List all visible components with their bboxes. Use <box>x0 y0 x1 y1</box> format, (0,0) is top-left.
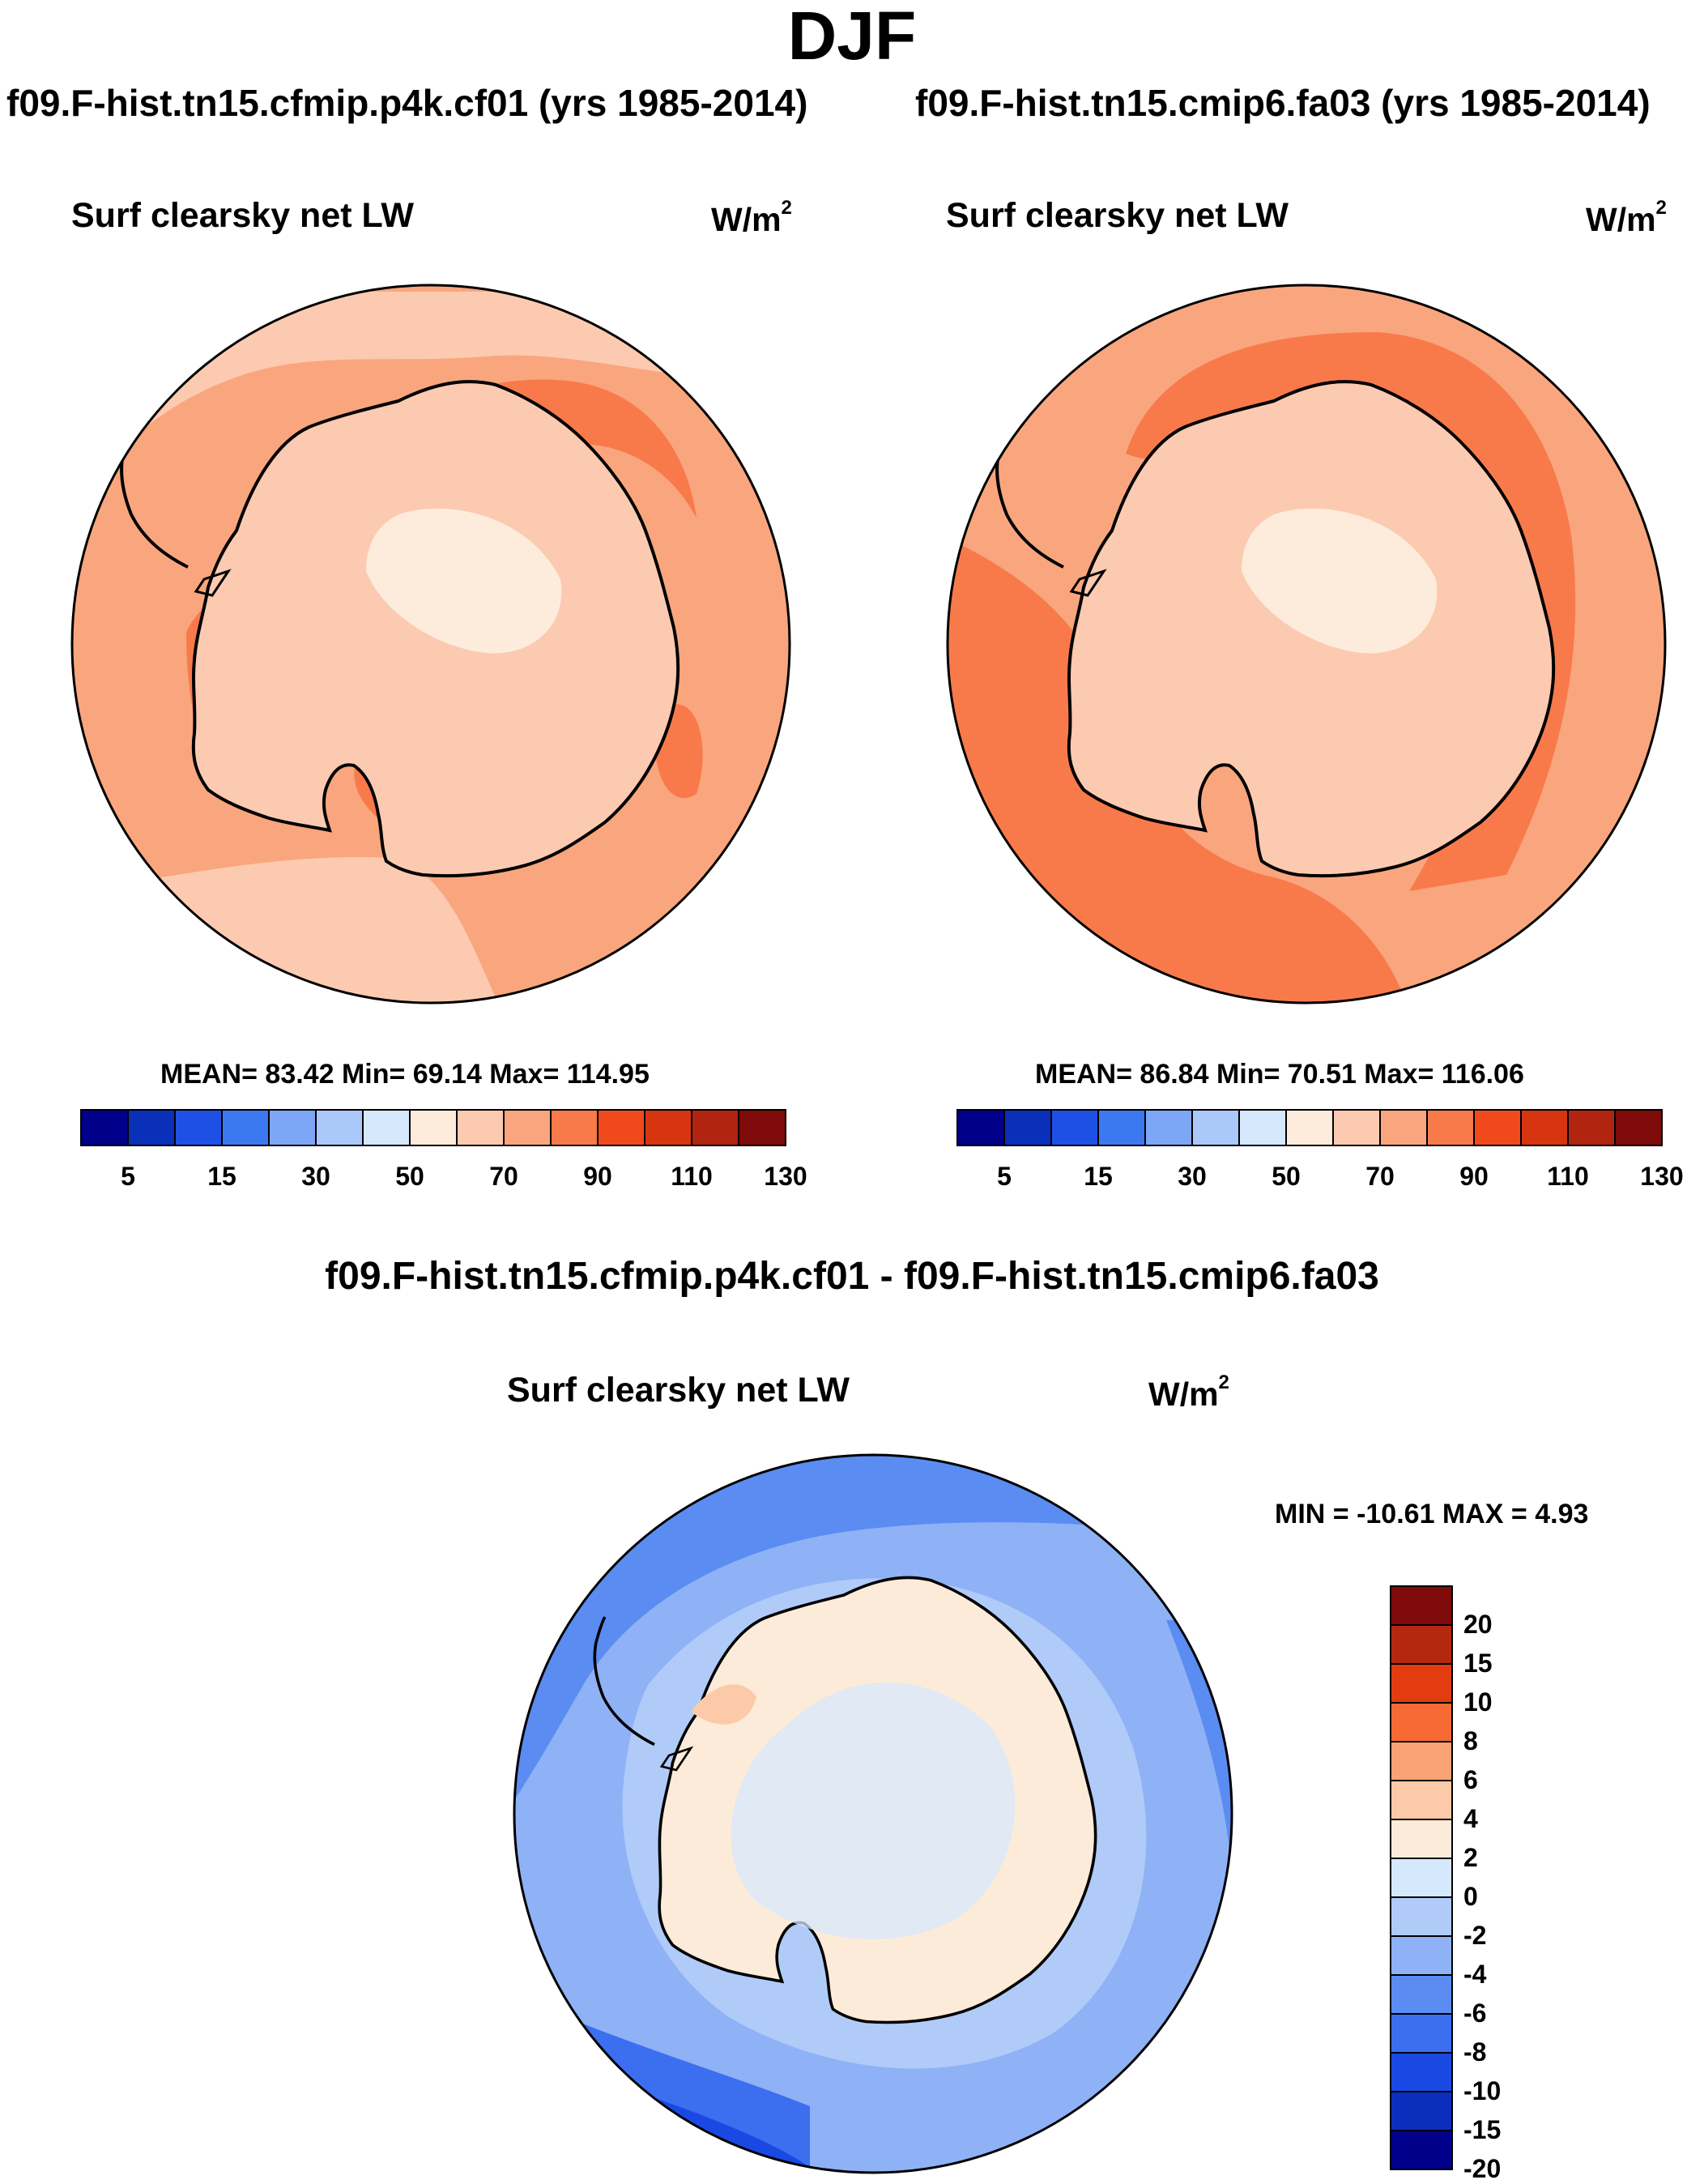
right-panel-units: W/m2 <box>1586 197 1667 238</box>
right-colorbar-swatch <box>1097 1109 1146 1146</box>
difference-title: f09.F-hist.tn15.cfmip.p4k.cf01 - f09.F-h… <box>325 1255 1379 1298</box>
difference-colorbar-label: 6 <box>1463 1765 1478 1794</box>
left-colorbar-label: 30 <box>301 1162 330 1191</box>
left-colorbar-swatch <box>550 1109 599 1146</box>
difference-colorbar-swatch <box>1390 1858 1453 1898</box>
difference-colorbar-swatch <box>1390 1935 1453 1976</box>
right-colorbar-swatch <box>956 1109 1005 1146</box>
difference-colorbar-label: 8 <box>1463 1726 1478 1755</box>
right-colorbar-swatch <box>1614 1109 1663 1146</box>
left-colorbar-swatch <box>691 1109 739 1146</box>
difference-colorbar-swatch <box>1390 1974 1453 2015</box>
difference-colorbar-swatch <box>1390 1585 1453 1626</box>
left-colorbar-swatch <box>221 1109 270 1146</box>
right-colorbar-swatch <box>1520 1109 1569 1146</box>
left-panel-case-title: f09.F-hist.tn15.cfmip.p4k.cf01 (yrs 1985… <box>6 82 808 124</box>
left-colorbar-swatch <box>315 1109 364 1146</box>
difference-colorbar-swatch <box>1390 1780 1453 1820</box>
left-colorbar-label: 130 <box>764 1162 807 1191</box>
difference-colorbar-swatch <box>1390 1896 1453 1937</box>
figure-title: DJF <box>787 0 917 74</box>
difference-units: W/m2 <box>1148 1371 1229 1413</box>
difference-colorbar-label: 10 <box>1463 1687 1493 1717</box>
difference-colorbar-label: -10 <box>1463 2076 1502 2105</box>
difference-colorbar-label: -8 <box>1463 2037 1487 2067</box>
left-colorbar-swatch <box>409 1109 458 1146</box>
difference-colorbar-label: -20 <box>1463 2154 1502 2183</box>
right-colorbar <box>956 1109 1663 1146</box>
right-colorbar-swatch <box>1238 1109 1287 1146</box>
left-colorbar-swatch <box>127 1109 176 1146</box>
right-colorbar-label: 30 <box>1178 1162 1207 1191</box>
right-colorbar-label: 90 <box>1459 1162 1489 1191</box>
right-colorbar-label: 15 <box>1084 1162 1113 1191</box>
left-colorbar-label: 15 <box>207 1162 236 1191</box>
right-colorbar-swatch <box>1144 1109 1193 1146</box>
difference-colorbar-label: 4 <box>1463 1804 1478 1833</box>
difference-colorbar-swatch <box>1390 2052 1453 2092</box>
right-colorbar-label: 110 <box>1547 1162 1589 1191</box>
difference-stats: MIN = -10.61 MAX = 4.93 <box>1275 1499 1589 1529</box>
left-colorbar-swatch <box>80 1109 129 1146</box>
difference-polar-map <box>513 1453 1233 2174</box>
difference-colorbar-label: 2 <box>1463 1843 1478 1872</box>
left-colorbar-swatch <box>738 1109 786 1146</box>
left-panel-variable: Surf clearsky net LW <box>71 196 414 235</box>
left-panel-stats: MEAN= 83.42 Min= 69.14 Max= 114.95 <box>160 1059 650 1090</box>
left-colorbar-swatch <box>503 1109 552 1146</box>
left-colorbar-label: 90 <box>583 1162 612 1191</box>
difference-colorbar-label: 0 <box>1463 1882 1478 1911</box>
right-colorbar-swatch <box>1379 1109 1428 1146</box>
difference-colorbar-label: -15 <box>1463 2115 1502 2144</box>
difference-colorbar-swatch <box>1390 2130 1453 2170</box>
right-panel-case-title: f09.F-hist.tn15.cmip6.fa03 (yrs 1985-201… <box>915 82 1651 124</box>
left-colorbar-swatch <box>268 1109 317 1146</box>
difference-colorbar-swatch <box>1390 2013 1453 2054</box>
difference-colorbar-swatch <box>1390 1663 1453 1704</box>
right-colorbar-label: 130 <box>1640 1162 1684 1191</box>
difference-colorbar-swatch <box>1390 2091 1453 2131</box>
left-colorbar-swatch <box>597 1109 645 1146</box>
right-panel-variable: Surf clearsky net LW <box>946 196 1289 235</box>
difference-colorbar-swatch <box>1390 1741 1453 1781</box>
left-colorbar-swatch <box>456 1109 505 1146</box>
right-colorbar-swatch <box>1426 1109 1475 1146</box>
right-panel-stats: MEAN= 86.84 Min= 70.51 Max= 116.06 <box>1035 1059 1524 1090</box>
difference-colorbar <box>1390 1585 1453 2170</box>
right-colorbar-swatch <box>1567 1109 1616 1146</box>
left-colorbar-swatch <box>644 1109 692 1146</box>
right-colorbar-label: 70 <box>1365 1162 1395 1191</box>
difference-colorbar-label: 15 <box>1463 1649 1493 1678</box>
left-colorbar-swatch <box>174 1109 223 1146</box>
left-panel-units: W/m2 <box>711 197 792 238</box>
left-colorbar-label: 5 <box>121 1162 135 1191</box>
left-colorbar <box>80 1109 786 1146</box>
difference-colorbar-swatch <box>1390 1624 1453 1665</box>
right-colorbar-swatch <box>1285 1109 1334 1146</box>
left-colorbar-label: 50 <box>395 1162 424 1191</box>
difference-variable: Surf clearsky net LW <box>507 1371 850 1410</box>
difference-colorbar-swatch <box>1390 1819 1453 1859</box>
right-colorbar-swatch <box>1191 1109 1240 1146</box>
difference-colorbar-label: 20 <box>1463 1610 1493 1639</box>
difference-colorbar-label: -2 <box>1463 1921 1487 1950</box>
right-colorbar-swatch <box>1473 1109 1522 1146</box>
difference-colorbar-swatch <box>1390 1702 1453 1743</box>
difference-colorbar-label: -4 <box>1463 1960 1487 1989</box>
difference-colorbar-label: -6 <box>1463 1998 1487 2028</box>
right-colorbar-swatch <box>1050 1109 1099 1146</box>
right-colorbar-label: 5 <box>997 1162 1012 1191</box>
left-colorbar-label: 70 <box>489 1162 518 1191</box>
left-colorbar-swatch <box>362 1109 411 1146</box>
right-colorbar-swatch <box>1332 1109 1381 1146</box>
left-polar-map <box>70 284 791 1005</box>
left-colorbar-label: 110 <box>671 1162 713 1191</box>
right-colorbar-label: 50 <box>1272 1162 1301 1191</box>
right-colorbar-swatch <box>1003 1109 1052 1146</box>
right-polar-map <box>946 284 1667 1005</box>
